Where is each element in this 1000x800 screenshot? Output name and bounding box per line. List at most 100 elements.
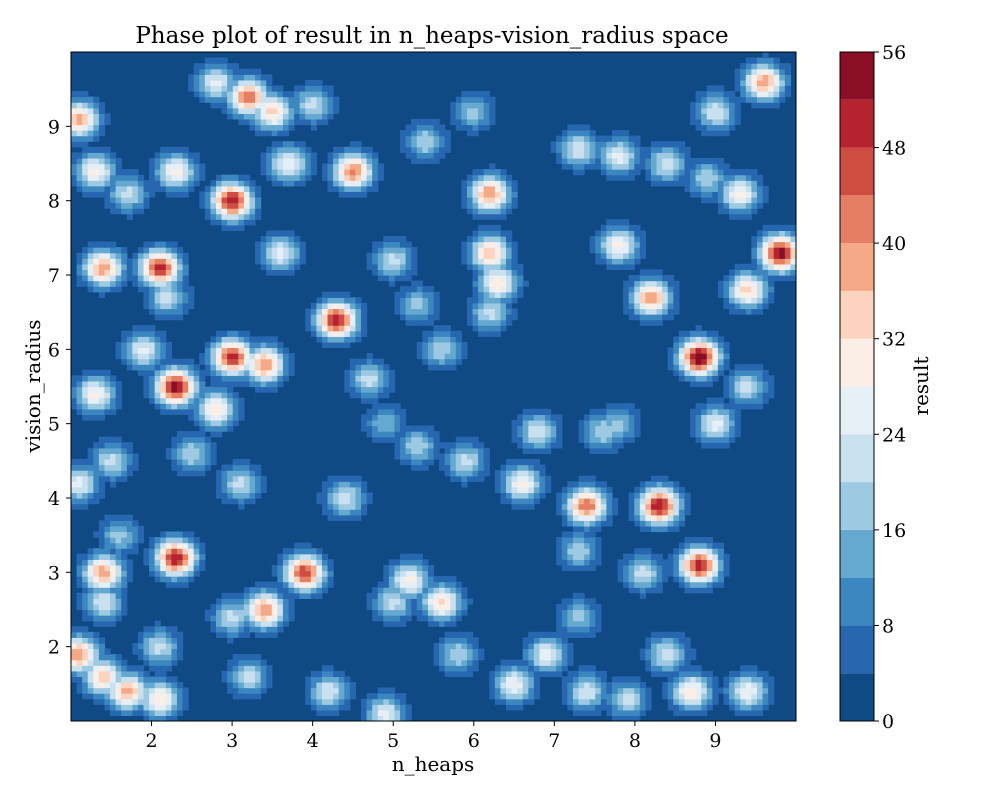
contour-cell <box>678 676 686 683</box>
contour-cell <box>115 687 122 694</box>
contour-cell <box>171 581 178 588</box>
contour-cell <box>154 330 161 337</box>
contour-cell <box>271 252 278 259</box>
contour-cell <box>176 408 184 415</box>
contour-cell <box>271 587 278 594</box>
contour-cell <box>494 275 502 282</box>
contour-cell <box>528 464 535 471</box>
contour-cell <box>210 408 217 415</box>
contour-cell <box>444 587 451 594</box>
contour-cell <box>712 330 719 337</box>
contour-cell <box>165 576 172 583</box>
contour-cell <box>305 581 312 588</box>
contour-cell <box>294 581 301 588</box>
contour-cell <box>678 704 686 711</box>
contour-cell <box>567 559 574 566</box>
contour-cell <box>115 397 122 404</box>
contour-cell <box>695 375 702 382</box>
contour-cell <box>249 369 256 376</box>
contour-cell <box>539 408 546 415</box>
contour-cell <box>745 681 752 689</box>
contour-cell <box>132 537 139 544</box>
contour-cell <box>132 693 139 700</box>
contour-cell <box>338 681 345 689</box>
contour-cell <box>578 698 585 705</box>
contour-cell <box>651 302 658 310</box>
contour-cell <box>266 665 273 672</box>
contour-cell <box>143 247 150 254</box>
contour-cell <box>377 275 384 282</box>
contour-cell <box>533 681 541 689</box>
contour-cell <box>584 442 591 449</box>
contour-cell <box>628 709 635 717</box>
contour-cell <box>461 436 468 443</box>
contour-cell <box>667 486 674 494</box>
contour-cell <box>773 275 780 282</box>
contour-cell <box>517 464 524 471</box>
contour-cell <box>361 375 368 382</box>
contour-cell <box>383 364 390 371</box>
contour-cell <box>115 470 122 477</box>
contour-cell <box>243 475 251 482</box>
contour-cell <box>639 525 647 533</box>
contour-cell <box>662 559 669 566</box>
contour-cell <box>717 408 725 415</box>
contour-cell <box>723 419 730 427</box>
contour-cell <box>255 213 262 220</box>
contour-cell <box>238 464 245 471</box>
contour-cell <box>282 241 290 248</box>
contour-cell <box>584 704 591 711</box>
contour-cell <box>310 308 317 315</box>
contour-cell <box>282 163 290 170</box>
contour-cell <box>673 364 680 371</box>
contour-cell <box>160 330 167 337</box>
contour-cell <box>132 202 139 209</box>
contour-cell <box>667 275 674 282</box>
contour-cell <box>572 553 580 560</box>
contour-cell <box>717 397 725 404</box>
contour-cell <box>366 598 373 605</box>
contour-cell <box>160 291 167 298</box>
contour-cell <box>416 587 423 594</box>
contour-cell <box>110 481 117 488</box>
contour-cell <box>349 364 357 371</box>
contour-cell <box>143 202 150 209</box>
contour-cell <box>383 698 390 705</box>
contour-cell <box>472 252 479 259</box>
contour-cell <box>572 709 580 717</box>
contour-cell <box>701 174 708 181</box>
contour-cell <box>745 308 752 315</box>
contour-cell <box>628 163 635 170</box>
contour-cell <box>149 654 156 661</box>
contour-cell <box>143 380 150 388</box>
contour-cell <box>310 704 317 711</box>
contour-cell <box>372 174 379 181</box>
contour-cell <box>751 302 758 310</box>
contour-cell <box>188 470 195 477</box>
contour-cell <box>779 269 786 276</box>
contour-cell <box>450 458 457 466</box>
contour-cell <box>595 670 602 677</box>
contour-cell <box>221 620 228 627</box>
contour-cell <box>528 642 535 650</box>
contour-cell <box>137 196 145 204</box>
contour-cell <box>176 537 184 544</box>
contour-cell <box>489 224 496 231</box>
contour-cell <box>706 442 713 449</box>
contour-cell <box>450 598 457 605</box>
contour-cell <box>500 470 507 477</box>
contour-cell <box>439 603 446 611</box>
contour-cell <box>366 180 373 187</box>
contour-cell <box>394 297 401 304</box>
contour-cell <box>227 676 234 683</box>
contour-cell <box>628 587 635 594</box>
contour-cell <box>338 302 345 310</box>
contour-cell <box>578 163 585 170</box>
contour-cell <box>489 269 496 276</box>
contour-cell <box>466 235 474 243</box>
contour-cell <box>695 163 702 170</box>
contour-cell <box>104 375 111 382</box>
contour-cell <box>617 704 624 711</box>
contour-cell <box>422 358 429 365</box>
contour-cell <box>121 464 128 471</box>
